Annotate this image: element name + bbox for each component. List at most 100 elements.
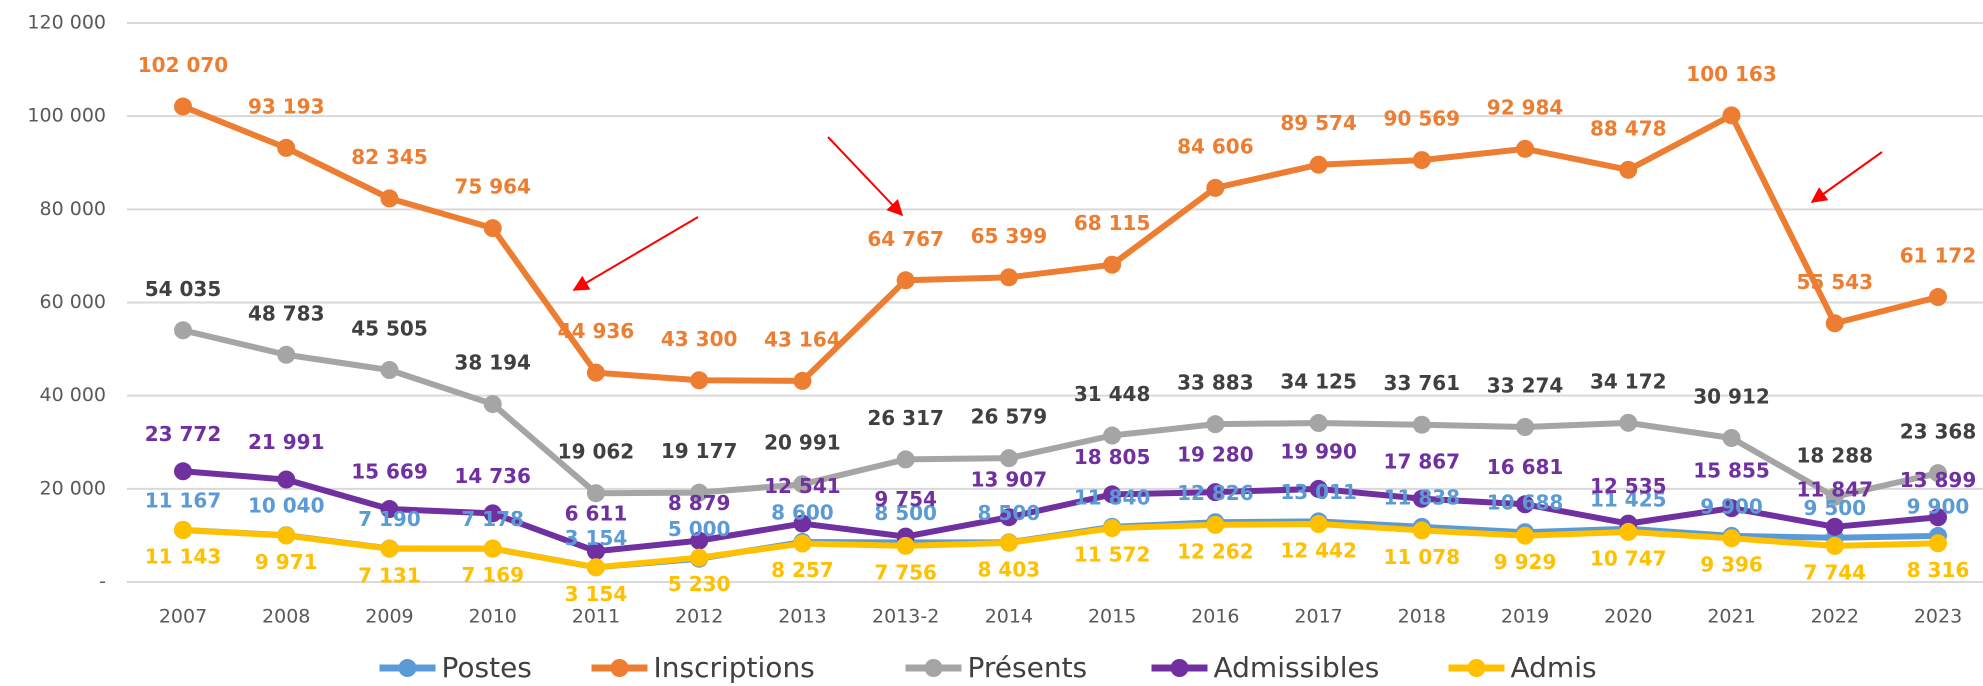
data-label: 55 543	[1796, 270, 1873, 294]
annotations	[572, 136, 1883, 291]
marker	[1825, 487, 1844, 506]
legend-marker	[610, 659, 629, 677]
marker	[586, 542, 605, 561]
legend-label: Inscriptions	[654, 651, 815, 684]
data-label: 12 535	[1590, 474, 1667, 498]
marker	[1516, 139, 1535, 158]
data-label: 12 541	[764, 474, 841, 498]
data-label: 11 840	[1074, 485, 1151, 509]
data-label: 11 167	[145, 488, 222, 512]
y-tick-label: 120 000	[27, 12, 106, 34]
legend-label: Admis	[1511, 651, 1597, 684]
marker	[1516, 495, 1535, 514]
data-label: 82 345	[351, 145, 428, 169]
data-label: 30 912	[1693, 385, 1770, 409]
y-tick-label: 40 000	[40, 384, 106, 406]
data-label: 9 971	[255, 550, 318, 574]
x-tick-label: 2013	[778, 606, 826, 628]
marker	[277, 138, 296, 157]
marker	[483, 219, 502, 238]
data-label: 10 040	[248, 494, 325, 518]
x-tick-label: 2018	[1398, 606, 1446, 628]
data-label: 19 990	[1280, 439, 1357, 463]
marker	[1412, 521, 1431, 540]
marker	[380, 189, 399, 208]
marker	[1929, 464, 1947, 483]
marker	[1309, 414, 1328, 433]
data-label: 12 262	[1177, 539, 1254, 563]
data-label: 7 178	[461, 507, 524, 531]
data-label: 18 288	[1796, 443, 1873, 467]
marker	[1206, 483, 1225, 502]
series-line	[181, 103, 1939, 384]
marker	[1412, 151, 1431, 170]
marker	[1825, 314, 1844, 333]
data-label: 68 115	[1074, 211, 1151, 235]
marker	[999, 533, 1018, 552]
data-label: 6 611	[565, 502, 628, 526]
marker	[1309, 479, 1328, 498]
data-label: 33 883	[1177, 371, 1254, 395]
x-tick-label: 2022	[1811, 606, 1859, 628]
data-label: 89 574	[1280, 111, 1357, 135]
data-label: 8 403	[978, 557, 1041, 581]
marker	[1516, 417, 1535, 436]
data-label: 44 936	[558, 319, 635, 343]
data-label: 10 688	[1487, 491, 1564, 515]
marker	[174, 97, 192, 116]
legend: Postes Inscriptions Présents Admissibles Adm…	[379, 651, 1597, 684]
marker	[1722, 529, 1741, 548]
marker	[793, 475, 812, 494]
marker	[277, 470, 296, 489]
marker	[896, 536, 915, 555]
series-line	[182, 521, 1939, 571]
legend-marker	[1467, 659, 1486, 677]
data-label: 15 855	[1693, 459, 1770, 483]
marker	[793, 371, 812, 390]
marker	[174, 321, 192, 340]
marker	[1929, 534, 1947, 553]
marker	[896, 450, 915, 469]
marker	[586, 363, 605, 382]
data-label: 12 826	[1177, 481, 1254, 505]
marker	[1722, 429, 1741, 448]
data-label: 7 744	[1803, 560, 1866, 584]
x-tick-label: 2015	[1088, 606, 1136, 628]
x-tick-label: 2019	[1501, 606, 1549, 628]
marker	[277, 526, 296, 545]
marker	[483, 504, 502, 523]
legend-marker	[924, 659, 943, 677]
data-label: 100 163	[1686, 62, 1776, 86]
marker	[999, 449, 1018, 468]
marker	[1103, 426, 1122, 445]
x-tick-label: 2012	[675, 606, 723, 628]
data-label: 3 154	[565, 582, 628, 606]
y-tick-label: 60 000	[40, 291, 106, 313]
value-labels: 11 167 10 040 7 190 7 178 3 154 5 000 8 600 8 5…	[138, 53, 1977, 606]
data-label: 45 505	[351, 317, 428, 341]
data-label: 34 125	[1280, 370, 1357, 394]
marker	[1206, 415, 1225, 434]
marker	[690, 371, 709, 390]
data-label: 8 500	[874, 501, 937, 525]
x-tick-label: 2014	[985, 606, 1033, 628]
series-line	[182, 327, 1939, 500]
data-label: 93 193	[248, 94, 325, 118]
data-label: 92 984	[1487, 95, 1564, 119]
marker	[1619, 522, 1638, 541]
arrow	[572, 216, 699, 291]
data-label: 65 399	[971, 224, 1048, 248]
data-label: 3 154	[565, 526, 628, 550]
data-label: 43 164	[764, 327, 841, 351]
data-label: 10 747	[1590, 546, 1667, 570]
data-label: 18 805	[1074, 445, 1151, 469]
y-tick-label: 20 000	[40, 477, 106, 499]
data-label: 26 579	[971, 405, 1048, 429]
marker	[896, 271, 915, 290]
data-label: 43 300	[661, 327, 738, 351]
data-label: 48 783	[248, 301, 325, 325]
data-label: 26 317	[867, 406, 944, 430]
data-label: 12 442	[1280, 539, 1357, 563]
legend-marker	[1170, 659, 1189, 677]
